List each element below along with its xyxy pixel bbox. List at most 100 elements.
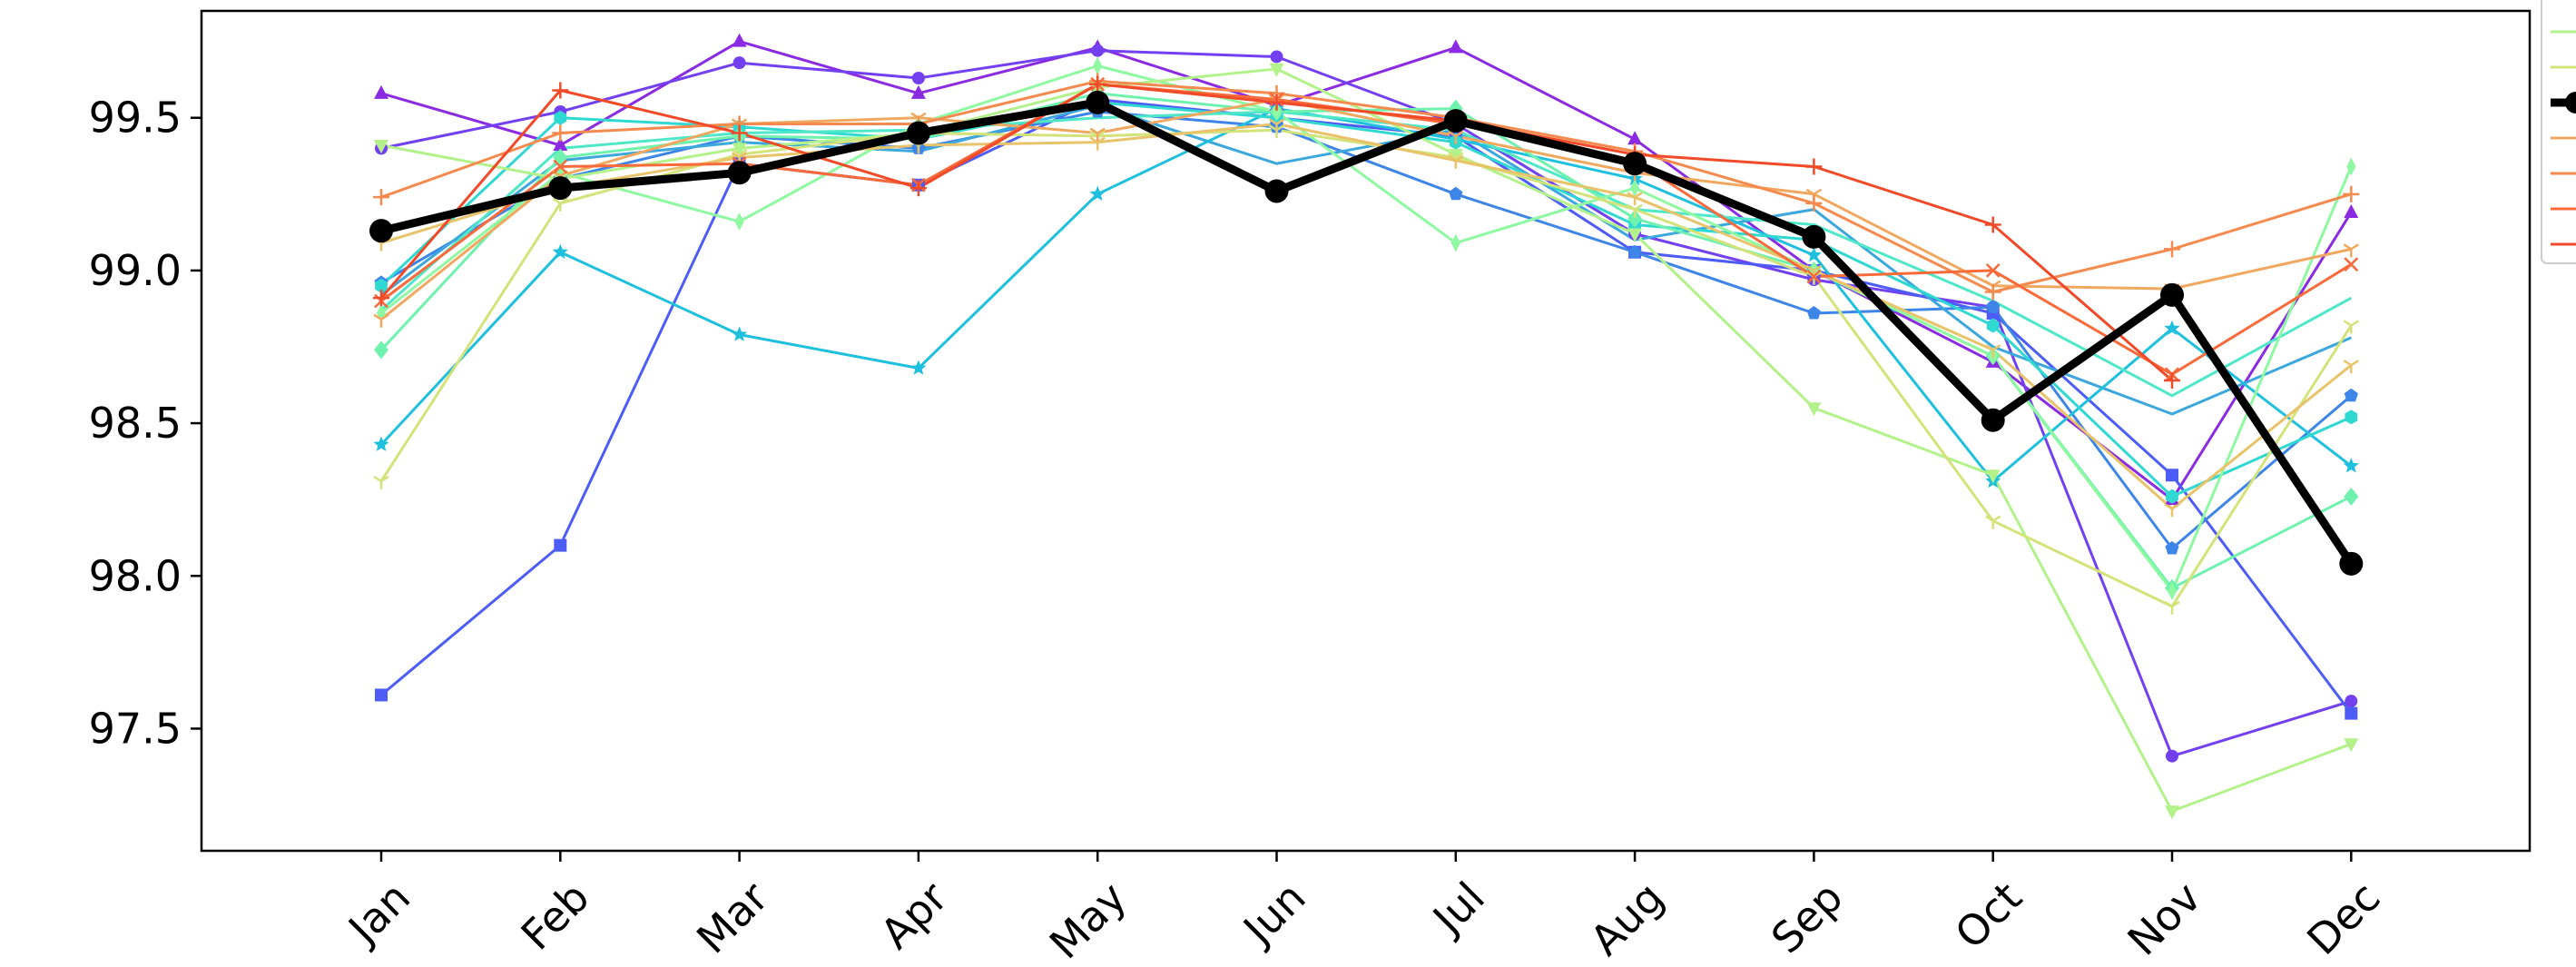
data-point [911,72,925,84]
data-point [373,313,389,328]
data-point [1623,152,1647,176]
data-point [2166,488,2178,504]
data-point [1272,103,1282,121]
data-point [1984,283,2001,301]
data-point [374,140,388,153]
data-point [2344,388,2358,402]
data-point [2165,541,2179,555]
data-point [373,475,389,489]
data-point [1985,469,2001,484]
data-point [1985,344,2001,359]
data-point [552,243,568,259]
x-tick-label: Jul [1421,873,1494,945]
data-point [2343,243,2359,258]
series-line-4 [380,110,2353,550]
series-lines [379,40,2355,813]
data-point [1630,179,1640,198]
data-point [554,110,567,125]
data-point [553,137,568,151]
data-point [1449,186,1463,201]
data-point [727,161,752,185]
x-tick-label: Oct [1945,873,2030,958]
data-point [2344,487,2359,506]
data-point [910,84,926,99]
data-point [734,212,744,232]
series-line-3 [380,98,2353,715]
data-point [732,143,747,157]
data-point [2344,257,2359,272]
data-point [732,33,747,47]
data-point [2343,458,2359,473]
data-point [2345,706,2358,720]
data-point [1984,216,2001,233]
data-point [2345,695,2358,708]
series-points-17 [373,75,2180,389]
y-tick-label: 97.5 [89,704,182,753]
data-point [1450,233,1460,252]
series-line-5 [380,104,2352,416]
data-point [1448,39,1463,54]
x-tick-label: Mar [687,873,778,963]
data-point [2166,749,2178,763]
data-point [906,121,930,145]
data-point [2168,582,2177,601]
data-point [1985,515,2001,529]
data-point [2164,320,2180,336]
data-point [2164,372,2180,389]
data-point [1448,99,1463,118]
data-point [1089,136,1106,151]
data-point [1806,269,1822,284]
data-point [731,124,748,142]
data-point [909,180,927,197]
x-tick-label: Sep [1762,873,1852,962]
data-point [373,436,389,451]
series-line-6 [379,107,2353,483]
series-line-18 [379,98,2355,567]
data-point [2346,157,2356,176]
data-point [1448,149,1463,163]
data-point [1089,127,1106,142]
data-point [369,219,393,243]
data-point [1627,192,1643,206]
axes: 97.5 98.0 98.5 99.0 99.5 Jan Feb Mar Apr May Jun Ju… [89,94,2390,967]
data-point [1443,109,1468,133]
x-tick-label: Jan [338,873,419,954]
data-point [373,189,389,206]
data-point [1627,228,1643,242]
x-tick-label: Aug [1581,873,1674,965]
data-point [1268,118,1285,133]
data-point [2164,241,2180,258]
data-point [1981,408,2005,432]
data-point [1086,90,1110,114]
plot-area-frame [200,9,2532,853]
data-point [2343,185,2360,202]
legend-box [2541,0,2576,264]
series-points-1 [374,33,2359,506]
data-point [2343,320,2359,334]
data-point [1802,224,1826,249]
data-point [1805,194,1823,212]
data-point [1264,179,1289,203]
data-point [1093,56,1103,75]
legend-marker [2565,92,2576,113]
data-point [1627,244,1642,259]
data-point [1627,131,1643,145]
data-point [2344,204,2359,218]
series-points-15 [373,73,2360,301]
data-point [1091,44,1105,57]
data-point [2160,282,2184,307]
y-tick-label: 99.5 [89,94,182,143]
series-line-8 [379,110,2353,398]
series-line-14 [380,98,2352,321]
data-point [548,176,573,201]
series-line-13 [380,123,2353,510]
x-tick-label: Feb [512,873,599,960]
data-point [1448,154,1464,169]
data-point [552,197,568,212]
series-markers [369,33,2364,820]
x-tick-label: Dec [2297,873,2389,964]
data-point [2165,805,2179,820]
data-point [375,688,388,702]
x-tick-label: Nov [2118,873,2210,965]
